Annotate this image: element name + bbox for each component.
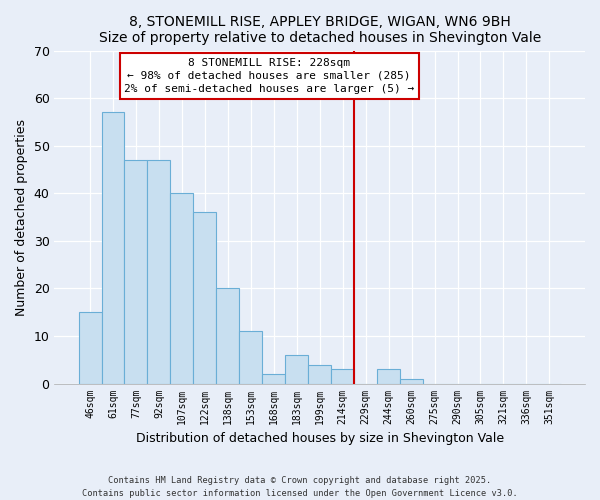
X-axis label: Distribution of detached houses by size in Shevington Vale: Distribution of detached houses by size … xyxy=(136,432,504,445)
Bar xyxy=(400,379,423,384)
Bar xyxy=(239,331,262,384)
Text: Contains HM Land Registry data © Crown copyright and database right 2025.
Contai: Contains HM Land Registry data © Crown c… xyxy=(82,476,518,498)
Bar xyxy=(170,194,193,384)
Y-axis label: Number of detached properties: Number of detached properties xyxy=(15,118,28,316)
Bar xyxy=(331,370,354,384)
Bar xyxy=(148,160,170,384)
Bar xyxy=(79,312,101,384)
Bar xyxy=(217,288,239,384)
Bar xyxy=(377,370,400,384)
Bar xyxy=(262,374,285,384)
Bar xyxy=(124,160,148,384)
Bar xyxy=(308,364,331,384)
Bar xyxy=(101,112,124,384)
Bar xyxy=(193,212,217,384)
Title: 8, STONEMILL RISE, APPLEY BRIDGE, WIGAN, WN6 9BH
Size of property relative to de: 8, STONEMILL RISE, APPLEY BRIDGE, WIGAN,… xyxy=(98,15,541,45)
Bar xyxy=(285,355,308,384)
Text: 8 STONEMILL RISE: 228sqm
← 98% of detached houses are smaller (285)
2% of semi-d: 8 STONEMILL RISE: 228sqm ← 98% of detach… xyxy=(124,58,415,94)
